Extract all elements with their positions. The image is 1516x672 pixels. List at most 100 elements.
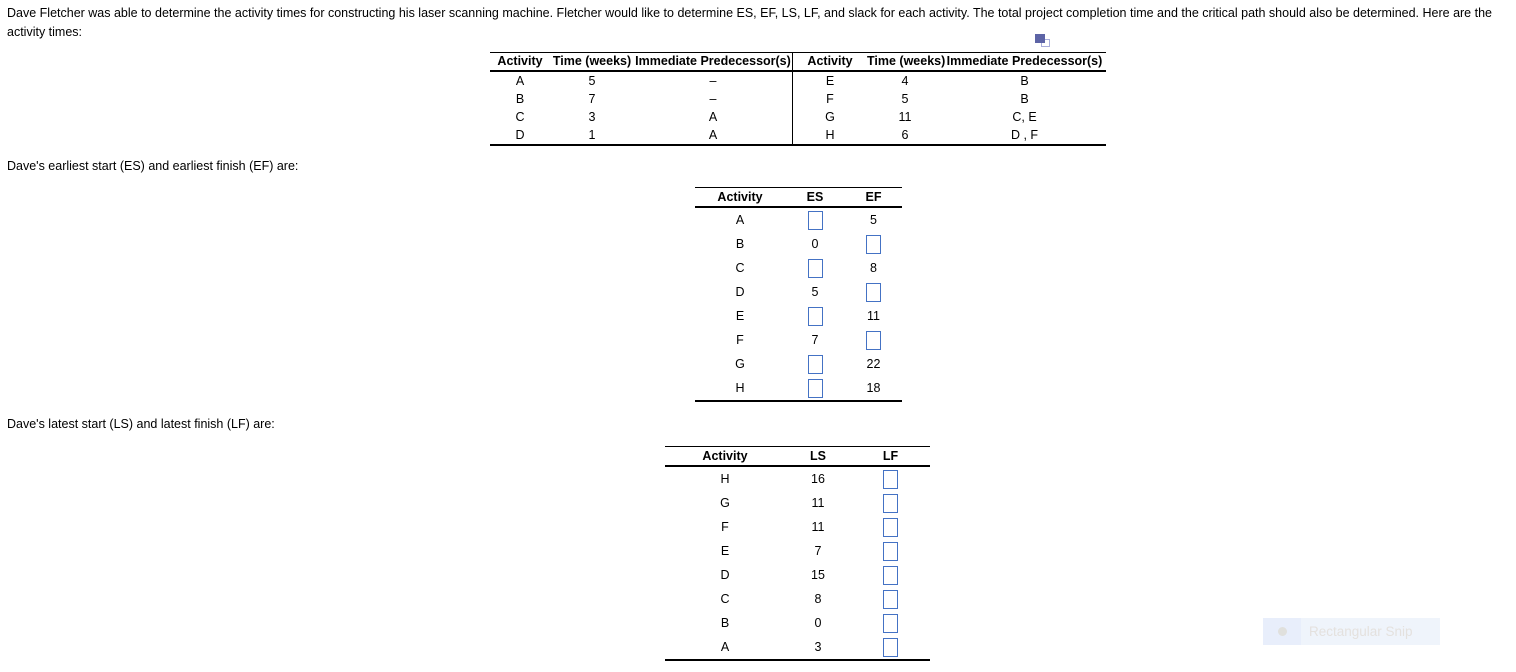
ls-lf-activity-cell: D bbox=[720, 568, 730, 582]
snip-dot-icon bbox=[1277, 627, 1287, 636]
answer-input-box[interactable] bbox=[883, 589, 898, 609]
ls-cell: 0 bbox=[814, 616, 822, 630]
es-cell: 5 bbox=[811, 285, 819, 299]
column-header-activity: Activity bbox=[702, 449, 748, 463]
ef-cell bbox=[845, 282, 902, 302]
activity-table-cell: F bbox=[826, 92, 834, 106]
activity-table-cell: 11 bbox=[898, 110, 912, 124]
answer-input-box[interactable] bbox=[883, 637, 898, 657]
es-ef-table: Activity ES EF A 5 B 0 C 8 D 5 E 11 F 7 G 22 H 18 bbox=[695, 187, 902, 402]
ls-lf-row: G 11 bbox=[665, 491, 930, 515]
answer-input-box[interactable] bbox=[807, 258, 823, 278]
column-header-ef: EF bbox=[865, 190, 882, 204]
activity-table-cell: D bbox=[515, 128, 525, 142]
column-header-predecessor: Immediate Predecessor(s) bbox=[946, 54, 1103, 68]
copy-icon-front-square bbox=[1035, 34, 1045, 43]
activity-table-cell: 4 bbox=[901, 74, 909, 88]
ls-lf-table-body: H 16 G 11 F 11 E 7 D 15 C 8 B 0 A 3 bbox=[665, 467, 930, 659]
lf-cell bbox=[851, 565, 930, 585]
ls-cell: 11 bbox=[811, 496, 825, 510]
answer-input-box[interactable] bbox=[807, 378, 823, 398]
es-ef-activity-cell: G bbox=[735, 357, 745, 371]
intro-line-2: activity times: bbox=[7, 25, 83, 39]
answer-input-box[interactable] bbox=[866, 330, 881, 350]
activity-table-row: B 7 – F 5 B bbox=[490, 90, 1106, 108]
es-cell bbox=[785, 378, 845, 398]
activity-table-cell: E bbox=[825, 74, 835, 88]
lf-cell bbox=[851, 517, 930, 537]
answer-input-box[interactable] bbox=[883, 613, 898, 633]
answer-input-box[interactable] bbox=[883, 541, 898, 561]
es-ef-header-row: Activity ES EF bbox=[695, 188, 902, 208]
ls-lf-activity-cell: C bbox=[720, 592, 730, 606]
es-cell bbox=[785, 210, 845, 230]
ls-cell: 16 bbox=[811, 472, 825, 486]
es-cell: 7 bbox=[811, 333, 819, 347]
ef-cell: 8 bbox=[870, 261, 877, 275]
column-header-activity: Activity bbox=[497, 54, 543, 68]
es-ef-row: G 22 bbox=[695, 352, 902, 376]
answer-input-box[interactable] bbox=[807, 354, 823, 374]
lf-cell bbox=[851, 469, 930, 489]
activity-table-row: A 5 – E 4 B bbox=[490, 72, 1106, 90]
activity-times-table: Activity Time (weeks) Immediate Predeces… bbox=[490, 52, 1106, 146]
column-header-lf: LF bbox=[882, 449, 899, 463]
ls-cell: 8 bbox=[814, 592, 822, 606]
es-ef-section-label: Dave's earliest start (ES) and earliest … bbox=[7, 159, 299, 173]
ls-lf-activity-cell: E bbox=[720, 544, 730, 558]
column-header-predecessor: Immediate Predecessor(s) bbox=[634, 53, 793, 70]
column-header-time: Time (weeks) bbox=[867, 54, 946, 68]
lf-cell bbox=[851, 589, 930, 609]
answer-input-box[interactable] bbox=[883, 469, 898, 489]
answer-input-box[interactable] bbox=[807, 210, 823, 230]
ls-lf-activity-cell: G bbox=[720, 496, 730, 510]
ls-cell: 7 bbox=[814, 544, 822, 558]
answer-input-box[interactable] bbox=[807, 306, 823, 326]
ef-cell: 11 bbox=[867, 309, 880, 323]
es-cell bbox=[785, 306, 845, 326]
ls-lf-activity-cell: H bbox=[720, 472, 730, 486]
answer-input-box[interactable] bbox=[883, 565, 898, 585]
snip-icon-box bbox=[1263, 618, 1301, 645]
activity-table-cell: 5 bbox=[588, 74, 596, 88]
answer-input-box[interactable] bbox=[866, 234, 881, 254]
activity-table-cell: B bbox=[1020, 74, 1029, 88]
column-header-es: ES bbox=[806, 190, 824, 204]
ef-cell: 5 bbox=[870, 213, 877, 227]
activity-table-cell: 5 bbox=[901, 92, 909, 106]
lf-cell bbox=[851, 613, 930, 633]
es-ef-row: E 11 bbox=[695, 304, 902, 328]
ef-cell: 18 bbox=[866, 381, 881, 395]
column-header-time: Time (weeks) bbox=[552, 54, 632, 68]
lf-cell bbox=[851, 493, 930, 513]
activity-table-header-row: Activity Time (weeks) Immediate Predeces… bbox=[490, 53, 1106, 72]
activity-table-cell: 6 bbox=[901, 128, 909, 142]
activity-table-cell: A bbox=[634, 126, 793, 144]
ls-cell: 11 bbox=[811, 520, 825, 534]
activity-table-row: C 3 A G 11 C, E bbox=[490, 108, 1106, 126]
rectangular-snip-tooltip: Rectangular Snip bbox=[1263, 618, 1440, 645]
es-ef-activity-cell: F bbox=[736, 333, 744, 347]
ls-lf-activity-cell: F bbox=[721, 520, 729, 534]
ls-cell: 15 bbox=[811, 568, 825, 582]
activity-table-row: D 1 A H 6 D , F bbox=[490, 126, 1106, 144]
es-ef-activity-cell: E bbox=[735, 309, 745, 323]
answer-input-box[interactable] bbox=[866, 282, 881, 302]
activity-table-cell: – bbox=[634, 90, 793, 108]
ef-cell: 22 bbox=[866, 357, 881, 371]
ls-lf-header-row: Activity LS LF bbox=[665, 447, 930, 467]
answer-input-box[interactable] bbox=[883, 493, 898, 513]
activity-table-cell: A bbox=[634, 108, 793, 126]
activity-table-cell: B bbox=[1020, 92, 1029, 106]
ls-lf-row: F 11 bbox=[665, 515, 930, 539]
copy-icon[interactable] bbox=[1035, 34, 1051, 48]
copy-icon-back-square bbox=[1041, 39, 1050, 47]
answer-input-box[interactable] bbox=[883, 517, 898, 537]
